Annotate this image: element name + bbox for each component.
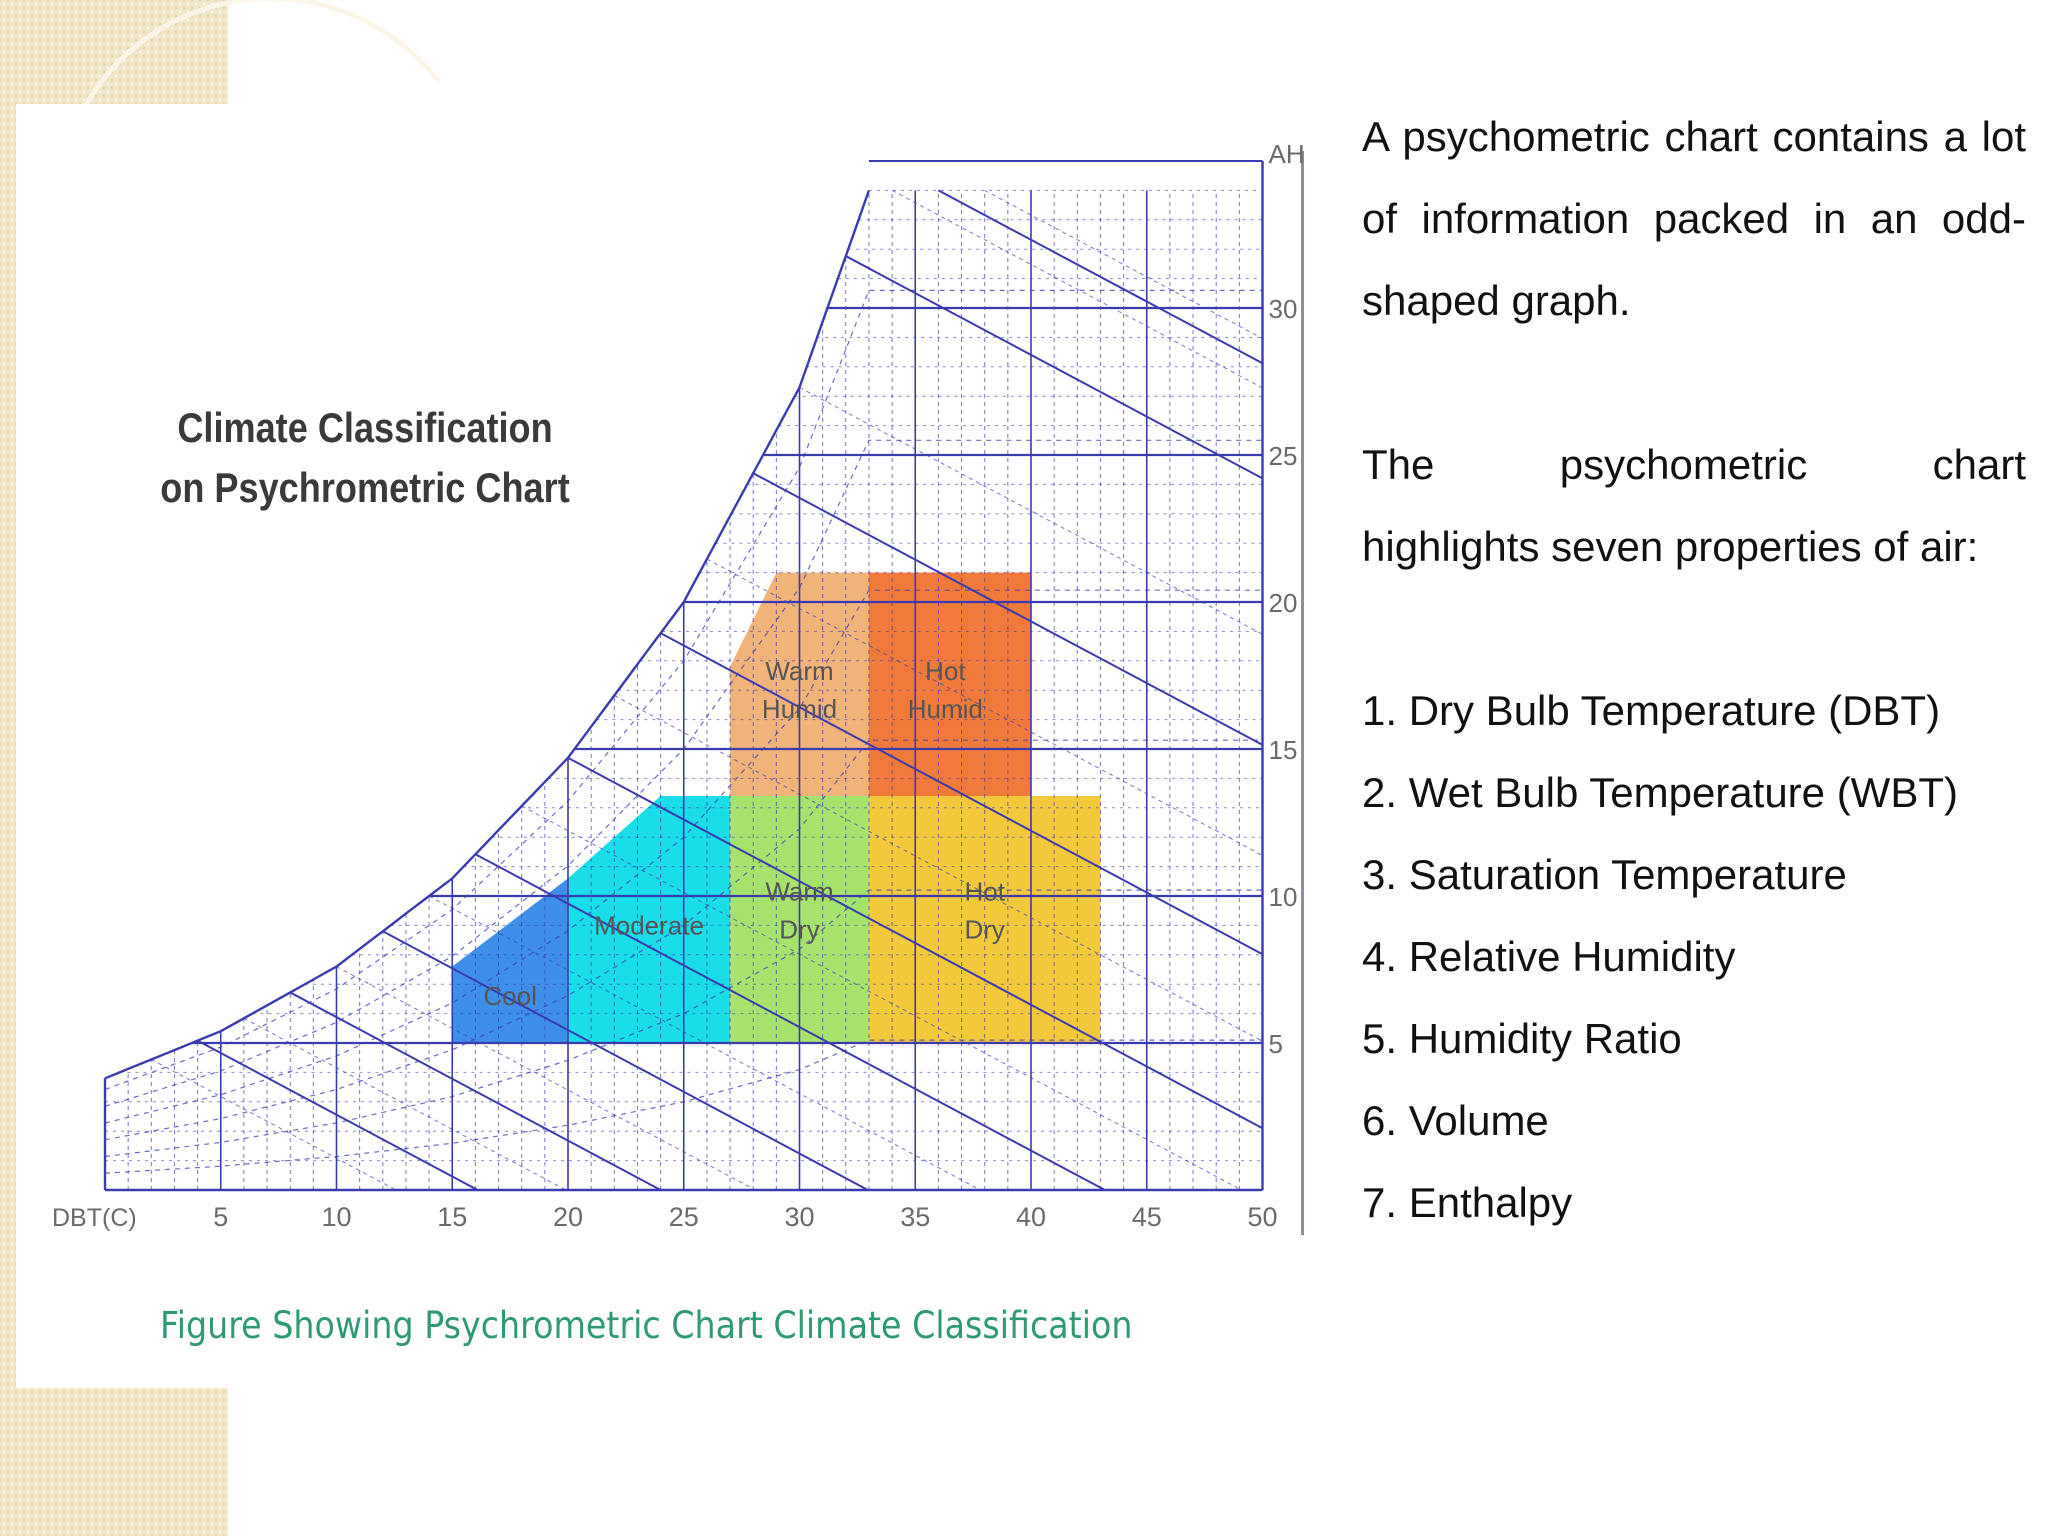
y-tick-label-5: 5 xyxy=(1269,1029,1283,1059)
psychrometric-chart: Cool Moderate Warm Dry Hot Dry Warm Humid Hot Hum… xyxy=(52,139,1305,1235)
spacer xyxy=(1362,342,2026,424)
properties-intro-line-1: The psychometric chart xyxy=(1362,441,2026,488)
wet-bulb-line xyxy=(937,189,1263,365)
zone-label: Humid xyxy=(908,694,983,724)
list-item: 4. Relative Humidity xyxy=(1362,933,1736,980)
zone-moderate xyxy=(568,796,731,1043)
x-tick-label-45: 45 xyxy=(1132,1202,1162,1232)
zone-label: Warm xyxy=(765,656,833,686)
y-tick-label-25: 25 xyxy=(1269,441,1298,471)
zone-label: Humid xyxy=(762,694,837,724)
y-tick-label-20: 20 xyxy=(1269,588,1298,618)
y-axis-label: AH xyxy=(1269,139,1305,169)
wet-bulb-line xyxy=(382,930,869,1191)
x-tick-label-40: 40 xyxy=(1016,1202,1046,1232)
zone-label: Hot xyxy=(925,656,966,686)
wet-bulb-line xyxy=(197,1039,479,1191)
list-item: 7. Enthalpy xyxy=(1362,1179,1573,1226)
wet-bulb-line xyxy=(845,255,1263,480)
x-tick-label-35: 35 xyxy=(900,1202,930,1232)
x-tick-label-5: 5 xyxy=(213,1202,228,1232)
wet-bulb-line xyxy=(567,756,1263,1130)
figure-caption: Figure Showing Psychrometric Chart Clima… xyxy=(160,1304,1133,1347)
list-item: 2. Wet Bulb Temperature (WBT) xyxy=(1362,769,1958,816)
slide-text-column: A psychometric chart contains a lot of i… xyxy=(1362,96,2026,1244)
chart-title-line-1: Climate Classification xyxy=(177,404,553,451)
wet-bulb-line xyxy=(752,472,1263,746)
x-tick-label-15: 15 xyxy=(437,1202,467,1232)
zone-label: Warm xyxy=(765,877,833,907)
y-tick-label-30: 30 xyxy=(1269,294,1298,324)
zone-cool xyxy=(452,878,568,1043)
wet-bulb-line xyxy=(474,853,1106,1191)
minor-wet-bulb-line xyxy=(243,1017,567,1191)
chart-title-line-2: on Psychrometric Chart xyxy=(160,464,570,511)
x-tick-label-50: 50 xyxy=(1247,1202,1277,1232)
y-tick-label-10: 10 xyxy=(1269,882,1298,912)
zone-label: Hot xyxy=(964,877,1005,907)
minor-wet-bulb-line xyxy=(706,558,1263,856)
air-properties-list: 1. Dry Bulb Temperature (DBT) 2. Wet Bul… xyxy=(1362,670,2026,1244)
spacer xyxy=(1362,588,2026,670)
x-tick-label-20: 20 xyxy=(553,1202,583,1232)
slide-panel xyxy=(16,104,1328,1388)
x-tick-label-25: 25 xyxy=(669,1202,699,1232)
minor-wet-bulb-line xyxy=(891,189,1263,389)
list-item: 6. Volume xyxy=(1362,1097,1549,1144)
zone-label: Cool xyxy=(483,981,536,1011)
list-item: 1. Dry Bulb Temperature (DBT) xyxy=(1362,687,1941,734)
minor-wet-bulb-line xyxy=(428,895,981,1191)
list-item: 5. Humidity Ratio xyxy=(1362,1015,1682,1062)
intro-paragraph: A psychometric chart contains a lot of i… xyxy=(1362,113,2026,324)
properties-intro-line-2: highlights seven properties of air: xyxy=(1362,523,1979,570)
y-tick-label-15: 15 xyxy=(1269,735,1298,765)
zone-label: Moderate xyxy=(594,910,704,940)
x-tick-label-30: 30 xyxy=(784,1202,814,1232)
minor-wet-bulb-line xyxy=(151,1059,397,1191)
zone-hot-humid xyxy=(868,572,1031,797)
wet-bulb-line xyxy=(289,991,662,1191)
zone-hot-dry xyxy=(868,796,1101,1043)
x-axis-label: DBT(C) xyxy=(52,1204,137,1232)
list-item: 3. Saturation Temperature xyxy=(1362,851,1847,898)
minor-wet-bulb-line xyxy=(336,966,756,1191)
wet-bulb-line xyxy=(660,632,1263,956)
x-tick-label-10: 10 xyxy=(321,1202,351,1232)
saturation-curve xyxy=(104,190,871,1080)
chart-title: Climate Classification on Psychrometric … xyxy=(154,398,575,518)
zone-label: Dry xyxy=(964,915,1004,945)
rh-curve xyxy=(104,889,1263,1158)
zone-label: Dry xyxy=(779,915,819,945)
minor-wet-bulb-line xyxy=(614,695,1263,1042)
